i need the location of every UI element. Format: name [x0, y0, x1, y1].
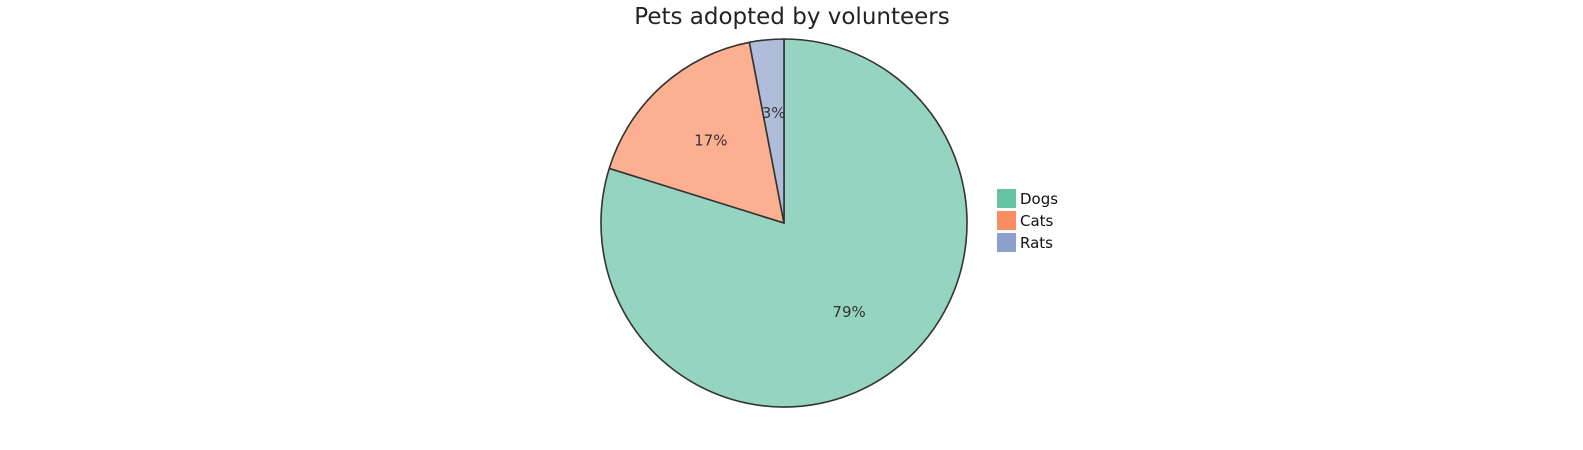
legend-label-dogs: Dogs [1020, 190, 1058, 208]
pie-slices [600, 38, 968, 408]
pie-slice-labels: 79% 17% 3% [694, 104, 866, 321]
chart-title: Pets adopted by volunteers [634, 4, 949, 30]
slice-label-cats: 17% [694, 132, 727, 150]
legend: Dogs Cats Rats [997, 189, 1058, 252]
legend-swatch-dogs [997, 189, 1016, 208]
legend-label-cats: Cats [1020, 212, 1054, 230]
pie-slice-rats [748, 38, 785, 224]
legend-swatch-cats [997, 211, 1016, 230]
legend-label-rats: Rats [1020, 234, 1053, 252]
slice-label-dogs: 79% [832, 303, 865, 321]
slice-label-rats: 3% [762, 104, 786, 122]
legend-swatch-rats [997, 233, 1016, 252]
pie-slice-cats [608, 41, 785, 224]
pie-slice-dogs [600, 38, 968, 408]
